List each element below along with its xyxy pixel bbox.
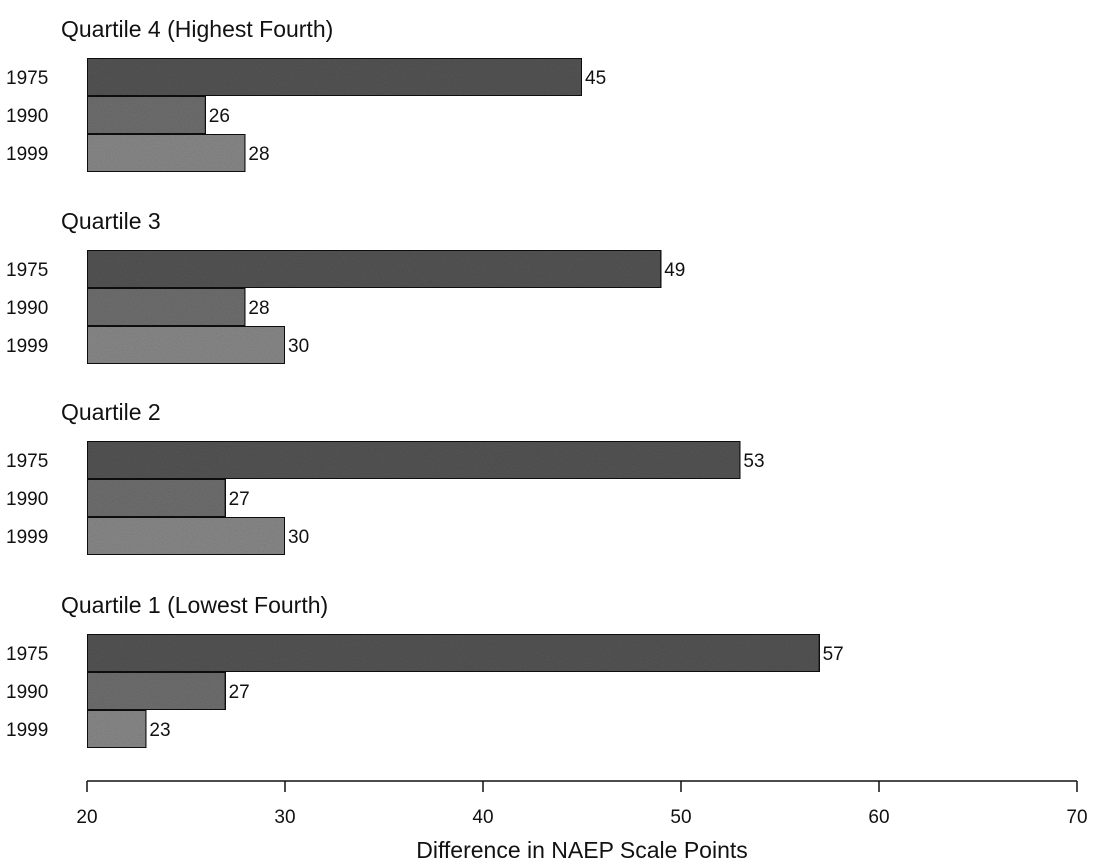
value-label: 53	[743, 451, 764, 472]
year-label: 1999	[6, 336, 48, 357]
x-tick-label: 40	[472, 807, 493, 828]
value-label: 28	[248, 298, 269, 319]
year-label: 1990	[6, 106, 48, 127]
bar-1999	[86, 325, 286, 365]
year-label: 1975	[6, 260, 48, 281]
year-label: 1990	[6, 298, 48, 319]
value-label: 30	[288, 336, 309, 357]
x-axis-ticks: 20 30 40 50 60 70	[76, 781, 1088, 828]
bar-1990	[86, 95, 207, 135]
year-label: 1999	[6, 144, 48, 165]
chart-panels: Quartile 4 (Highest Fourth) 1975 45 1990 26 1…	[6, 16, 844, 749]
bar-1999	[86, 709, 148, 749]
bar-1975	[86, 57, 583, 97]
year-label: 1975	[6, 68, 48, 89]
panel-title: Quartile 2	[61, 399, 161, 425]
panel-3: Quartile 2 1975 53 1990 27 1999 30	[6, 399, 765, 556]
x-axis: 20 30 40 50 60 70 Difference in NAEP Scale Po…	[76, 780, 1088, 863]
panel-2: Quartile 3 1975 49 1990 28 1999 30	[6, 208, 685, 365]
bar-1990	[86, 287, 247, 327]
year-label: 1990	[6, 489, 48, 510]
x-axis-title: Difference in NAEP Scale Points	[416, 837, 748, 863]
year-label: 1975	[6, 644, 48, 665]
value-label: 26	[209, 106, 230, 127]
year-label: 1999	[6, 720, 48, 741]
panel-title: Quartile 1 (Lowest Fourth)	[61, 592, 328, 618]
bar-1990	[86, 478, 227, 518]
bar-1975	[86, 249, 663, 289]
value-label: 57	[823, 644, 844, 665]
bar-1999	[86, 516, 286, 556]
x-tick-label: 30	[274, 807, 295, 828]
value-label: 27	[229, 682, 250, 703]
year-label: 1975	[6, 451, 48, 472]
year-label: 1999	[6, 527, 48, 548]
panel-4: Quartile 1 (Lowest Fourth) 1975 57 1990 27 19…	[6, 592, 844, 749]
panel-title: Quartile 3	[61, 208, 161, 234]
bar-1990	[86, 671, 227, 711]
value-label: 30	[288, 527, 309, 548]
x-tick-label: 50	[670, 807, 691, 828]
value-label: 28	[248, 144, 269, 165]
x-tick-label: 70	[1066, 807, 1087, 828]
bar-1999	[86, 133, 247, 173]
bar-1975	[86, 633, 821, 673]
value-label: 27	[229, 489, 250, 510]
bar-1975	[86, 440, 742, 480]
panel-title: Quartile 4 (Highest Fourth)	[61, 16, 333, 42]
value-label: 23	[149, 720, 170, 741]
panel-1: Quartile 4 (Highest Fourth) 1975 45 1990 26 1…	[6, 16, 606, 173]
value-label: 45	[585, 68, 606, 89]
x-tick-label: 60	[868, 807, 889, 828]
year-label: 1990	[6, 682, 48, 703]
value-label: 49	[664, 260, 685, 281]
x-tick-label: 20	[76, 807, 97, 828]
